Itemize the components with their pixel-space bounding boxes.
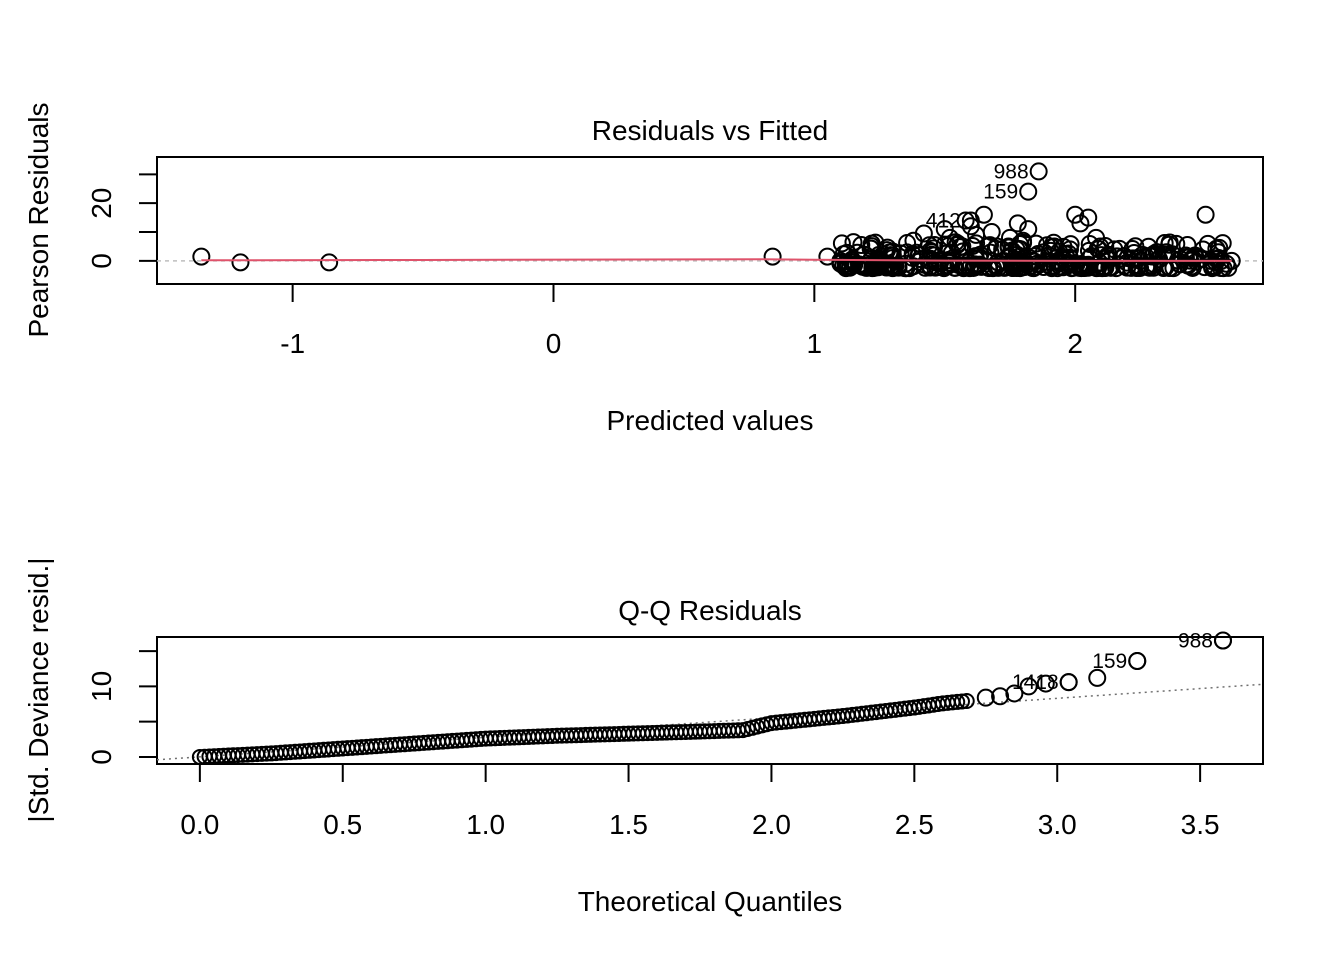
plot-area — [157, 637, 1263, 764]
plot-area — [157, 205, 1263, 278]
qq-point — [1088, 668, 1107, 687]
x-tick-label: 2.0 — [752, 809, 791, 840]
residual-point — [1087, 228, 1106, 247]
residual-point — [1066, 205, 1085, 224]
residual-point — [1014, 231, 1033, 250]
labeled-outlier-point — [1213, 631, 1232, 650]
labeled-outlier-point — [1029, 162, 1048, 181]
residual-point — [1186, 246, 1205, 265]
residual-point — [1070, 258, 1089, 277]
residual-point — [961, 217, 980, 236]
x-tick-label: 0.5 — [323, 809, 362, 840]
residual-point — [914, 224, 933, 243]
residual-point — [1115, 247, 1134, 266]
y-axis-label: |Std. Deviance resid.| — [23, 557, 54, 822]
x-tick-label: 0.0 — [180, 809, 219, 840]
y-tick-label: 20 — [86, 188, 117, 219]
residual-point — [1105, 240, 1124, 259]
residual-point — [1040, 246, 1059, 265]
outlier-label: 412 — [926, 210, 961, 233]
outlier-label: 159 — [1092, 650, 1127, 673]
plot-frame — [156, 636, 1264, 765]
x-axis-label: Predicted values — [606, 405, 813, 436]
outlier-label: 1418 — [1012, 671, 1059, 694]
qq-point — [1005, 684, 1024, 703]
residual-point — [972, 257, 991, 276]
smooth-trend-line — [201, 258, 1232, 262]
qq-point — [1036, 674, 1055, 693]
x-tick-label: 0 — [546, 328, 562, 359]
qq-point — [1019, 677, 1038, 696]
residual-point — [1058, 249, 1077, 268]
residual-point — [1008, 214, 1027, 233]
x-tick-label: 1.0 — [466, 809, 505, 840]
labeled-outlier-point — [961, 211, 980, 230]
residual-point — [320, 253, 339, 272]
residual-point — [1060, 240, 1079, 259]
residual-point — [935, 220, 954, 239]
residual-point — [852, 236, 871, 255]
residual-point — [1000, 228, 1019, 247]
x-tick-label: 1.5 — [609, 809, 648, 840]
residual-point — [192, 247, 211, 266]
residual-point — [920, 236, 939, 255]
residual-point — [956, 211, 975, 230]
outlier-label: 988 — [994, 160, 1029, 183]
qq-point — [949, 693, 966, 710]
y-axis-label: Pearson Residuals — [23, 102, 54, 337]
outlier-label: 159 — [983, 181, 1018, 204]
residual-point — [970, 255, 989, 274]
y-tick-label: 0 — [86, 253, 117, 269]
qq-reference-line — [157, 683, 1263, 761]
labeled-outlier-point — [1128, 651, 1147, 670]
qq-point — [991, 687, 1010, 706]
qq-point — [953, 693, 970, 710]
x-tick-label: -1 — [280, 328, 305, 359]
y-tick-label: 0 — [86, 749, 117, 765]
residual-point — [1144, 246, 1163, 265]
residual-point — [896, 254, 915, 273]
residual-point — [1030, 255, 1049, 274]
x-tick-label: 3.0 — [1038, 809, 1077, 840]
x-tick-label: 2 — [1067, 328, 1083, 359]
residual-point — [763, 247, 782, 266]
residual-point — [832, 234, 851, 253]
residual-point — [1176, 248, 1195, 267]
labeled-outlier-point — [1019, 182, 1038, 201]
x-tick-label: 3.5 — [1181, 809, 1220, 840]
residual-point — [862, 234, 881, 253]
residual-point — [1079, 208, 1098, 227]
residual-point — [818, 247, 837, 266]
chart-title: Q-Q Residuals — [618, 595, 802, 626]
residual-point — [909, 246, 928, 265]
residual-point — [970, 248, 989, 267]
residual-point — [953, 237, 972, 256]
x-tick-label: 1 — [807, 328, 823, 359]
residual-point — [1082, 246, 1101, 265]
outlier-label: 988 — [1178, 630, 1213, 653]
residual-point — [1183, 249, 1202, 268]
residual-point — [1210, 238, 1229, 257]
qq-residuals-panel: Q-Q Residuals 0.0 0.5 1.0 1.5 2.0 2.5 3.0 3.5 0 10… — [23, 557, 1264, 917]
labeled-outlier-point — [1059, 673, 1078, 692]
residual-point — [939, 236, 958, 255]
y-tick-label: 10 — [86, 671, 117, 702]
chart-title: Residuals vs Fitted — [592, 115, 829, 146]
x-tick-label: 2.5 — [895, 809, 934, 840]
residual-point — [231, 253, 250, 272]
qq-point — [976, 688, 995, 707]
residual-point — [844, 233, 863, 252]
plot-frame — [156, 156, 1264, 285]
residual-point — [1118, 249, 1137, 268]
residual-point — [948, 234, 967, 253]
residual-point — [1019, 220, 1038, 239]
residual-point — [1196, 205, 1215, 224]
residual-point — [886, 257, 905, 276]
residual-point — [1101, 258, 1120, 277]
residual-point — [836, 254, 855, 273]
x-axis-label: Theoretical Quantiles — [578, 886, 843, 917]
qq-point — [958, 692, 975, 709]
